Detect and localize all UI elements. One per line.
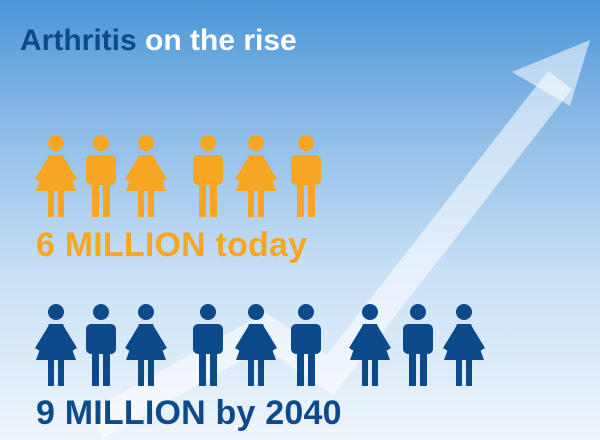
headline: Arthritis on the rise [20,24,297,58]
female-person-icon [349,304,391,386]
male-person-icon [86,304,116,386]
male-person-icon [193,135,223,217]
female-person-icon [125,304,167,386]
male-person-icon [291,304,321,386]
female-person-icon [235,304,277,386]
female-person-icon [443,304,485,386]
headline-keyword: Arthritis [20,24,137,57]
male-person-icon [86,135,116,217]
female-person-icon [125,135,167,217]
female-person-icon [235,135,277,217]
caption-2040: 9 MILLION by 2040 [36,394,342,432]
male-person-icon [193,304,223,386]
female-person-icon [35,135,77,217]
male-person-icon [291,135,321,217]
female-person-icon [35,304,77,386]
male-person-icon [403,304,433,386]
caption-today: 6 MILLION today [36,226,308,264]
headline-rest: on the rise [145,24,297,57]
